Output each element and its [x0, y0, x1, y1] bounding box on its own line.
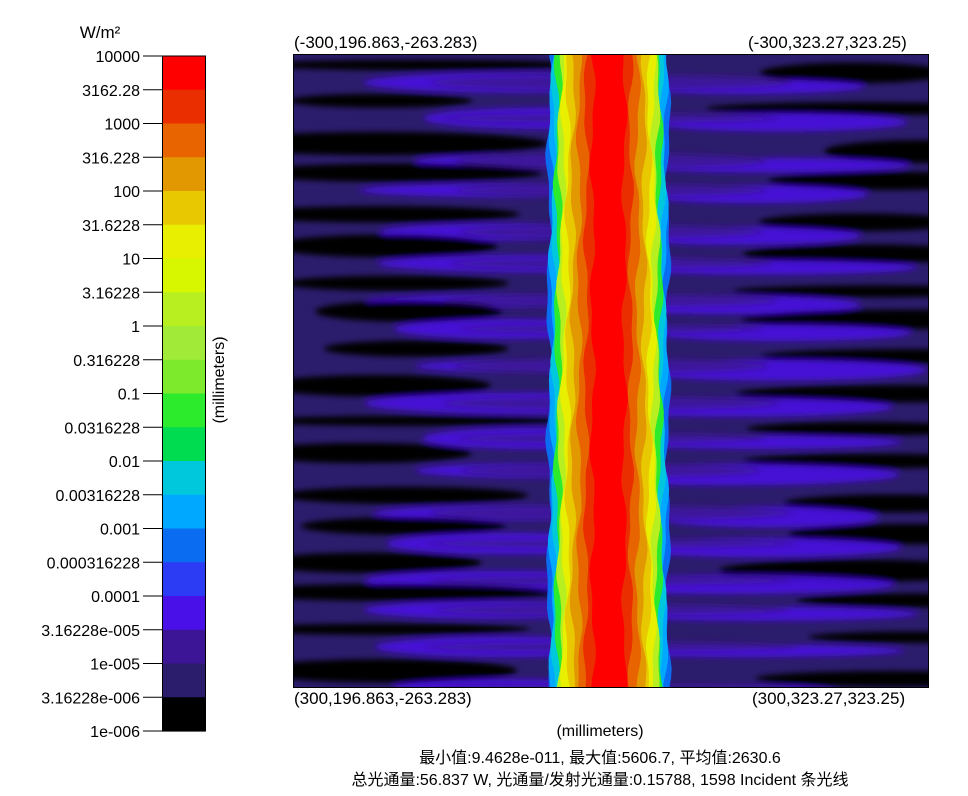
dark-streak: [755, 670, 929, 687]
colorbar-tick-label: 10000: [96, 49, 141, 66]
dark-streak: [787, 523, 929, 545]
dark-streak: [808, 631, 929, 643]
beam-band: [545, 54, 672, 688]
corner-top-right: (-300,323.27,323.25): [748, 33, 907, 52]
colorbar-band: [162, 157, 205, 192]
dark-streak: [293, 583, 555, 601]
dark-streak: [323, 340, 509, 357]
colorbar-tick-label: 3.16228: [82, 285, 140, 302]
colorbar-ticks: 10000 3162.28 1000 316.228 100 31.6228 10 3.162…: [41, 49, 162, 741]
colorbar-tick-label: 1000: [104, 117, 140, 134]
colorbar-frame: [162, 55, 206, 732]
dark-streak: [293, 415, 569, 426]
dark-streak: [740, 309, 929, 330]
corner-bottom-right: (300,323.27,323.25): [752, 689, 906, 708]
dark-streak: [293, 59, 586, 71]
colorbar-tick-label: 0.01: [109, 454, 140, 471]
dark-streak: [293, 623, 531, 635]
colorbar-tick-label: 0.001: [100, 522, 140, 539]
dark-streak: [293, 131, 549, 156]
colorbar-tick-label: 1e-006: [90, 724, 140, 741]
dark-streak: [293, 234, 498, 258]
dark-streak: [300, 517, 507, 535]
colorbar-tick-label: 316.228: [82, 150, 140, 167]
colorbar: W/m² 100003162.281000316.22810031.622810…: [41, 23, 206, 741]
dark-streak: [293, 275, 510, 291]
colorbar-band: [162, 191, 205, 226]
colorbar-band: [162, 697, 205, 732]
dark-streak: [796, 593, 929, 608]
dark-streak: [824, 140, 929, 164]
colorbar-band: [162, 494, 205, 530]
map-background-texture: [293, 59, 929, 688]
colorbar-band: [162, 292, 205, 327]
irradiance-map: [293, 54, 929, 688]
dark-streak: [293, 374, 491, 397]
colorbar-band: [162, 56, 205, 91]
x-axis-label: (millimeters): [556, 723, 644, 740]
dark-streak: [293, 552, 482, 573]
colorbar-tick-label: 0.316228: [73, 353, 140, 370]
dark-streak: [783, 494, 929, 513]
colorbar-tick-label: 1e-005: [90, 657, 140, 674]
y-axis-label: (millimeters): [211, 336, 228, 424]
colorbar-tick-label: 0.000316228: [47, 555, 141, 572]
dark-streak: [746, 421, 929, 436]
dark-streak: [293, 659, 518, 683]
colorbar-band: [162, 596, 205, 631]
dark-streak: [743, 453, 929, 469]
dark-streak: [758, 213, 929, 232]
corner-bottom-left: (300,196.863,-263.283): [294, 689, 472, 708]
dark-streak: [293, 93, 473, 108]
dark-streak: [735, 385, 929, 403]
colorbar-band: [162, 528, 205, 563]
stats-line-1: 最小值:9.4628e-011, 最大值:5606.7, 平均值:2630.6: [419, 750, 781, 767]
dark-streak: [293, 486, 529, 505]
colorbar-band: [162, 89, 205, 125]
dark-streak: [759, 62, 929, 84]
colorbar-band: [162, 427, 205, 462]
colorbar-tick-label: 3162.28: [82, 83, 140, 100]
stats-line-2: 总光通量:56.837 W, 光通量/发射光通量:0.15788, 1598 I…: [351, 772, 849, 789]
colorbar-tick-label: 31.6228: [82, 218, 140, 235]
dark-streak: [742, 244, 929, 264]
dark-streak: [732, 285, 929, 298]
colorbar-tick-label: 3.16228e-006: [41, 690, 140, 707]
colorbar-bands: [162, 55, 206, 732]
colorbar-tick-label: 3.16228e-005: [41, 623, 140, 640]
colorbar-band: [162, 562, 205, 597]
colorbar-unit: W/m²: [80, 23, 121, 42]
colorbar-band: [162, 393, 205, 428]
colorbar-band: [162, 326, 205, 361]
dark-streak: [705, 102, 929, 116]
dark-streak: [315, 300, 503, 322]
colorbar-band: [162, 258, 205, 293]
colorbar-band: [162, 359, 205, 395]
colorbar-band: [162, 123, 205, 158]
colorbar-tick-label: 100: [113, 184, 140, 201]
map-border: [293, 54, 929, 688]
dark-streak: [293, 206, 520, 223]
dark-streak: [293, 442, 472, 464]
colorbar-tick-label: 0.00316228: [55, 488, 140, 505]
dark-streak: [293, 163, 543, 182]
colorbar-band: [162, 629, 205, 665]
dark-streak: [767, 171, 929, 190]
colorbar-band: [162, 224, 205, 260]
colorbar-tick-label: 0.0001: [91, 589, 140, 606]
beam-peak: [589, 54, 628, 688]
colorbar-band: [162, 461, 205, 496]
colorbar-tick-label: 0.1: [118, 387, 140, 404]
colorbar-tick-label: 10: [122, 252, 140, 269]
colorbar-tick-label: 0.0316228: [64, 420, 140, 437]
colorbar-band: [162, 663, 205, 698]
corner-top-left: (-300,196.863,-263.283): [294, 33, 478, 52]
colorbar-tick-label: 1: [131, 319, 140, 336]
